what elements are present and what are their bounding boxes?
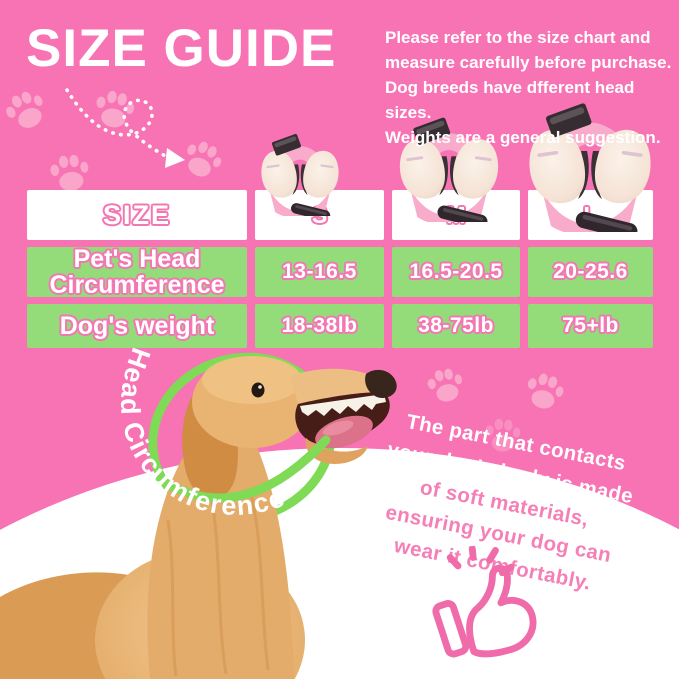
table-cell: 18-38lb <box>255 304 384 348</box>
table-row-label-dog-weight: Dog's weight <box>27 304 247 348</box>
table-cell: 20-25.6 <box>528 247 653 297</box>
thumbs-up-icon <box>432 544 537 658</box>
intro-line: Weights are a general suggestion. <box>385 128 661 147</box>
table-header-size: SIZE <box>27 190 247 240</box>
table-cell: 16.5-20.5 <box>392 247 520 297</box>
table-cell: 75+lb <box>528 304 653 348</box>
intro-line: measure carefully before purchase. <box>385 53 672 72</box>
product-image-size-s <box>258 133 342 216</box>
intro-text: Please refer to the size chart and measu… <box>385 25 679 150</box>
intro-line: Please refer to the size chart and <box>385 28 651 47</box>
table-cell: 13-16.5 <box>255 247 384 297</box>
dog-photo: Head Circumference <box>0 344 397 679</box>
table-row-label-head-circumference: Pet's Head Circumference <box>27 246 247 298</box>
size-table: SIZE S M L Pet's Head Circumference 13-1… <box>27 190 653 348</box>
dashed-arrow-icon <box>65 88 185 168</box>
page-title: SIZE GUIDE <box>26 19 337 78</box>
table-cell: 38-75lb <box>392 304 520 348</box>
measurement-ring-front <box>153 435 331 503</box>
intro-line: Dog breeds have dfferent head sizes. <box>385 78 635 122</box>
